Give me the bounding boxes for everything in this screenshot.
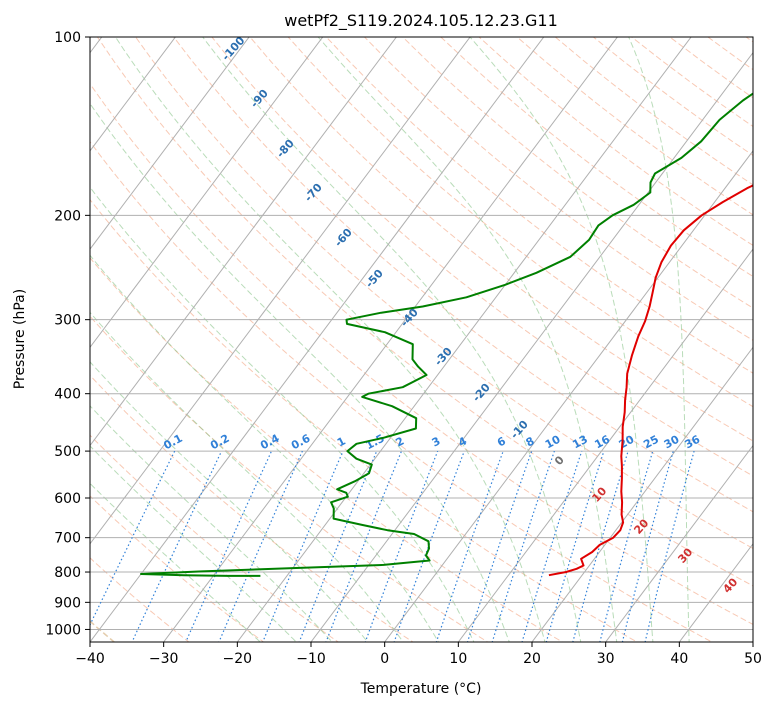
dry-adiabat-line (287, 37, 753, 408)
y-tick-label: 900 (54, 595, 81, 611)
y-tick-label: 100 (54, 30, 81, 46)
dry-adiabat-line (90, 83, 753, 625)
isotherm-line (90, 37, 398, 447)
mixing-ratio-line (466, 450, 533, 642)
x-tick-label: −20 (223, 651, 253, 667)
x-tick-label: 20 (523, 651, 541, 667)
x-tick-label: −30 (149, 651, 179, 667)
mixing-ratio-label: 13 (570, 433, 590, 452)
skewed-isotherms (90, 37, 753, 642)
mixing-ratio-line (262, 450, 344, 642)
y-axis-label: Pressure (hPa) (12, 289, 28, 389)
isotherm-line (90, 37, 250, 250)
isotherm-line (90, 37, 471, 545)
x-tick-label: 10 (449, 651, 467, 667)
plot-area (90, 37, 753, 642)
mixing-ratio-label: 36 (683, 433, 703, 452)
x-tick-label: −10 (296, 651, 326, 667)
y-tick-label: 400 (54, 387, 81, 403)
isotherm-line (678, 542, 753, 642)
mixing-ratio-label: 25 (641, 433, 661, 452)
moist-adiabat-line (202, 37, 582, 642)
dry-adiabat-line (90, 140, 713, 642)
dry-adiabat-line (249, 37, 753, 442)
y-tick-label: 600 (54, 491, 81, 507)
isobar-grid (90, 37, 753, 630)
mixing-ratio-line (435, 450, 504, 642)
mixing-ratio-label: 10 (543, 433, 563, 452)
y-axis-ticks: 100 200 300 400 500 600 700 800 900 1000 (45, 30, 90, 638)
isotherm-line (90, 37, 545, 642)
y-tick-label: 500 (54, 444, 81, 460)
moist-adiabat-line (90, 405, 333, 642)
mixing-ratio-line (218, 450, 303, 642)
moist-adiabat-line (90, 254, 440, 642)
isotherm-line (310, 51, 753, 642)
plot-frame (89, 36, 754, 643)
isotherm-line (90, 37, 324, 349)
mixing-ratio-line (572, 450, 629, 642)
temperature-profile-line (548, 184, 753, 577)
dry-adiabat-line (364, 37, 753, 341)
dry-adiabat-line (211, 37, 753, 477)
y-tick-label: 800 (54, 565, 81, 581)
x-tick-label: 0 (380, 651, 389, 667)
mixing-ratio-label: 30 (662, 433, 682, 452)
isotherm-line (605, 444, 753, 642)
x-tick-label: −40 (75, 651, 105, 667)
isotherm-line (457, 248, 753, 642)
sounding-profiles (140, 92, 753, 577)
mixing-ratio-line (644, 450, 695, 642)
isotherm-line (384, 150, 753, 642)
dewpoint-profile-line (140, 92, 753, 577)
y-tick-label: 200 (54, 208, 81, 224)
y-tick-label: 300 (54, 313, 81, 329)
x-tick-label: 30 (597, 651, 615, 667)
mixing-ratio-line (90, 450, 176, 627)
mixing-ratio-line (298, 450, 378, 642)
x-axis-label: Temperature (°C) (360, 681, 482, 697)
dry-adiabat-line (325, 37, 753, 374)
dry-adiabat-line (90, 557, 190, 642)
mixing-ratio-line (131, 450, 223, 642)
mixing-ratio-line (599, 450, 654, 642)
y-tick-label: 700 (54, 531, 81, 547)
x-axis-ticks: −40 −30 −20 −10 0 10 20 30 40 50 (75, 642, 762, 667)
x-tick-label: 50 (744, 651, 762, 667)
isotherm-line (90, 37, 177, 152)
mixing-ratio-line (621, 450, 674, 642)
x-tick-label: 40 (670, 651, 688, 667)
mixing-ratio-label: 16 (592, 433, 612, 452)
isotherm-line (236, 37, 692, 642)
chart-title: wetPf2_S119.2024.105.12.23.G11 (284, 11, 558, 31)
isotherm-line (163, 37, 619, 642)
isotherm-line (531, 346, 753, 642)
y-tick-label: 1000 (45, 622, 81, 638)
